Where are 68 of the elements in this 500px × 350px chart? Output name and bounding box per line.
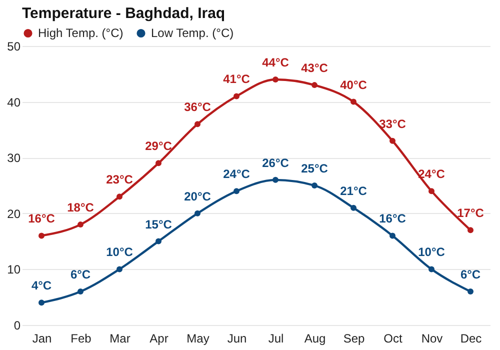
point bbox=[116, 194, 122, 200]
x-tick-label: Jun bbox=[227, 332, 247, 346]
y-tick-label: 40 bbox=[7, 95, 21, 110]
data-label: 15°C bbox=[145, 217, 172, 232]
data-label: 18°C bbox=[67, 200, 94, 215]
data-label: 23°C bbox=[106, 172, 134, 187]
point bbox=[350, 98, 356, 105]
x-tick-label: Jul bbox=[268, 332, 284, 346]
point bbox=[156, 238, 162, 244]
data-label: 40°C bbox=[340, 78, 368, 92]
point bbox=[194, 210, 200, 216]
point bbox=[156, 160, 162, 166]
x-tick-label: May bbox=[186, 332, 210, 346]
data-label: 41°C bbox=[223, 72, 250, 86]
point bbox=[78, 288, 84, 295]
point bbox=[194, 121, 200, 128]
point bbox=[468, 288, 474, 295]
data-label: 4°C bbox=[31, 278, 52, 293]
x-tick-label: Dec bbox=[460, 332, 482, 346]
chart-title: Temperature - Baghdad, Iraq bbox=[22, 5, 226, 22]
data-label: 6°C bbox=[70, 268, 91, 282]
x-tick-label: Mar bbox=[110, 332, 130, 346]
data-label: 25°C bbox=[301, 162, 328, 176]
data-label: 16°C bbox=[28, 212, 56, 226]
x-tick-label: Oct bbox=[384, 332, 403, 346]
data-label: 20°C bbox=[184, 189, 212, 204]
legend-label: Low Temp. (°C) bbox=[151, 26, 234, 40]
y-tick-label: 10 bbox=[7, 262, 21, 277]
x-tick-label: Feb bbox=[70, 332, 92, 346]
point bbox=[312, 182, 318, 188]
point bbox=[272, 76, 278, 82]
point bbox=[428, 266, 434, 272]
point bbox=[312, 82, 318, 88]
data-label: 24°C bbox=[223, 167, 250, 182]
data-label: 16°C bbox=[379, 212, 406, 226]
point bbox=[468, 227, 474, 234]
x-tick-label: Aug bbox=[304, 332, 326, 346]
point bbox=[390, 232, 396, 239]
point bbox=[234, 188, 240, 194]
data-label: 10°C bbox=[106, 245, 134, 260]
x-tick-label: Nov bbox=[421, 332, 443, 346]
point bbox=[38, 232, 44, 239]
x-tick-label: Apr bbox=[150, 332, 168, 346]
x-tick-label: Jan bbox=[32, 332, 52, 346]
data-label: 36°C bbox=[184, 100, 212, 114]
y-tick-label: 0 bbox=[14, 318, 21, 332]
data-label: 43°C bbox=[301, 61, 328, 76]
y-tick-label: 50 bbox=[7, 40, 21, 54]
data-label: 29°C bbox=[145, 139, 172, 154]
data-label: 17°C bbox=[457, 206, 484, 220]
legend-label: High Temp. (°C) bbox=[38, 26, 124, 40]
point bbox=[234, 93, 240, 100]
point bbox=[116, 266, 122, 272]
data-label: 44°C bbox=[262, 55, 290, 70]
point bbox=[390, 138, 396, 144]
data-label: 21°C bbox=[340, 184, 368, 198]
point bbox=[428, 188, 434, 194]
point bbox=[272, 176, 278, 183]
y-tick-label: 20 bbox=[7, 206, 21, 221]
point bbox=[350, 204, 356, 211]
data-label: 10°C bbox=[418, 245, 446, 260]
x-tick-label: Sep bbox=[343, 332, 365, 346]
point bbox=[78, 222, 84, 228]
y-tick-label: 30 bbox=[7, 151, 21, 166]
data-label: 26°C bbox=[262, 156, 290, 170]
point bbox=[38, 300, 44, 306]
data-label: 6°C bbox=[460, 268, 481, 282]
data-label: 33°C bbox=[379, 116, 406, 131]
